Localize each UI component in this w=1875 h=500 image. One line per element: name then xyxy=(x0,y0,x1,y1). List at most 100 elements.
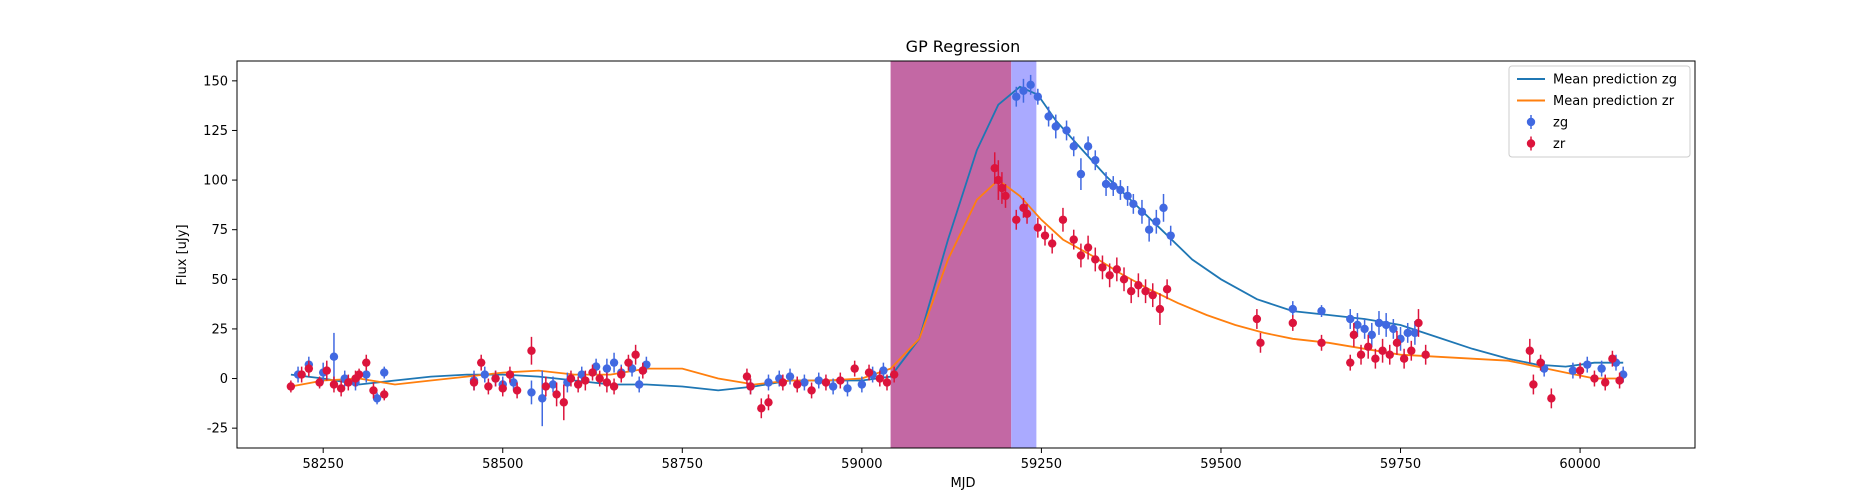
svg-text:75: 75 xyxy=(211,223,228,238)
x-tick-6: 59750 xyxy=(1380,448,1421,472)
point-zr-77 xyxy=(1317,334,1326,351)
point-zr-16 xyxy=(491,370,500,387)
x-tick-0: 58250 xyxy=(303,448,344,472)
svg-text:58500: 58500 xyxy=(482,457,523,472)
point-zg-59 xyxy=(1317,305,1326,318)
svg-text:25: 25 xyxy=(211,322,228,337)
point-zr-29 xyxy=(602,372,612,393)
point-zr-46 xyxy=(875,370,885,387)
point-zr-91 xyxy=(1529,374,1538,395)
point-zr-56 xyxy=(1033,217,1043,238)
point-zr-4 xyxy=(322,360,331,381)
point-zr-5 xyxy=(329,376,339,393)
point-zr-31 xyxy=(617,366,626,383)
y-tick-0: -25 xyxy=(207,422,237,437)
svg-text:125: 125 xyxy=(203,124,228,139)
point-zr-30 xyxy=(609,378,619,395)
point-zg-30 xyxy=(800,374,809,391)
point-zr-47 xyxy=(882,374,892,391)
point-zr-81 xyxy=(1364,334,1373,359)
point-zg-40 xyxy=(1033,88,1043,105)
point-zr-69 xyxy=(1134,273,1143,298)
point-zg-29 xyxy=(785,368,795,385)
legend: Mean prediction zg Mean prediction zr zg zr xyxy=(1508,65,1691,158)
point-zr-68 xyxy=(1126,279,1136,304)
point-zr-41 xyxy=(807,382,816,399)
point-zr-34 xyxy=(638,362,647,379)
svg-text:100: 100 xyxy=(203,174,228,189)
legend-box xyxy=(1508,65,1691,158)
point-zg-52 xyxy=(1129,193,1138,214)
x-tick-3: 59000 xyxy=(841,448,883,472)
span-1 xyxy=(1011,61,1037,448)
point-zr-15 xyxy=(484,378,493,395)
svg-text:59000: 59000 xyxy=(841,457,882,472)
point-zg-66 xyxy=(1389,319,1398,339)
svg-text:0: 0 xyxy=(220,372,228,387)
point-zr-13 xyxy=(469,374,479,391)
point-zr-52 xyxy=(1001,184,1010,208)
point-zr-98 xyxy=(1615,372,1624,389)
svg-text:59500: 59500 xyxy=(1200,457,1241,472)
point-zr-79 xyxy=(1349,322,1359,347)
point-zr-40 xyxy=(793,376,802,393)
svg-text:150: 150 xyxy=(203,74,228,89)
point-zr-6 xyxy=(336,380,346,397)
point-zg-55 xyxy=(1152,209,1161,234)
svg-text:-25: -25 xyxy=(207,422,228,437)
legend-entry-2: zg xyxy=(1526,115,1568,131)
point-zr-50 xyxy=(994,160,1003,200)
point-zr-63 xyxy=(1091,247,1100,272)
point-zg-13 xyxy=(509,374,518,391)
y-tick-1: 0 xyxy=(220,372,237,387)
point-zg-32 xyxy=(828,378,838,395)
point-zg-14 xyxy=(527,380,536,405)
point-zg-49 xyxy=(1109,176,1118,196)
point-zr-74 xyxy=(1252,309,1262,329)
point-zr-24 xyxy=(566,370,576,387)
point-zr-82 xyxy=(1371,348,1380,369)
point-zr-35 xyxy=(742,368,752,385)
y-axis-label: Flux [uJy] xyxy=(175,224,190,285)
point-zr-7 xyxy=(344,374,353,391)
point-zr-12 xyxy=(380,388,389,401)
point-zg-68 xyxy=(1403,322,1412,343)
point-zr-71 xyxy=(1148,283,1157,308)
point-zr-85 xyxy=(1392,330,1402,355)
point-zr-42 xyxy=(821,374,831,391)
point-zg-37 xyxy=(1012,86,1021,107)
point-zg-10 xyxy=(480,366,489,383)
point-zg-54 xyxy=(1144,217,1154,242)
point-zr-89 xyxy=(1421,344,1430,365)
x-tick-5: 59500 xyxy=(1200,448,1242,472)
point-zr-94 xyxy=(1575,362,1585,379)
point-zr-87 xyxy=(1407,340,1416,361)
observation-points xyxy=(286,74,1628,427)
point-zr-51 xyxy=(997,172,1007,204)
point-zg-3 xyxy=(329,332,339,381)
point-zr-38 xyxy=(764,394,773,411)
point-zr-3 xyxy=(315,376,324,389)
point-zr-72 xyxy=(1155,293,1165,325)
y-tick-3: 50 xyxy=(211,273,237,288)
svg-text:58250: 58250 xyxy=(303,457,344,472)
point-zg-8 xyxy=(380,366,389,379)
point-zr-83 xyxy=(1378,338,1387,363)
point-zr-39 xyxy=(778,374,788,391)
point-zg-16 xyxy=(548,376,558,393)
point-zr-53 xyxy=(1012,209,1021,230)
point-zg-7 xyxy=(372,392,382,405)
point-zr-45 xyxy=(864,364,874,381)
point-zg-45 xyxy=(1076,158,1086,190)
point-zr-0 xyxy=(286,380,296,393)
point-zg-57 xyxy=(1166,225,1175,246)
point-zr-10 xyxy=(362,354,371,371)
point-zr-11 xyxy=(369,382,378,399)
svg-text:Mean prediction zg: Mean prediction zg xyxy=(1553,73,1677,88)
point-zg-42 xyxy=(1051,114,1060,139)
point-zg-34 xyxy=(857,376,867,393)
point-zg-27 xyxy=(764,374,773,391)
point-zr-20 xyxy=(527,336,536,365)
point-zg-31 xyxy=(814,372,823,389)
